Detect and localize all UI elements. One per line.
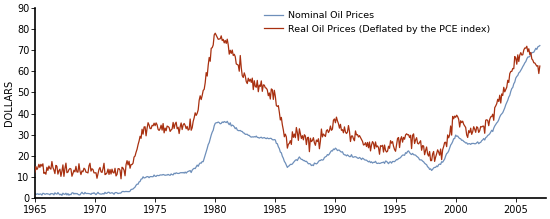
Real Oil Prices (Deflated by the PCE index) (118, 177, 124, 180)
Real Oil Prices (Deflated by the PCE index) (187, 118, 194, 120)
Real Oil Prices (Deflated by the PCE index) (212, 32, 218, 35)
Nominal Oil Prices (109, 192, 116, 195)
Y-axis label: DOLLARS: DOLLARS (4, 80, 14, 126)
Nominal Oil Prices (536, 44, 543, 47)
Nominal Oil Prices (187, 169, 194, 172)
Real Oil Prices (Deflated by the PCE index) (468, 127, 474, 129)
Real Oil Prices (Deflated by the PCE index) (109, 168, 116, 170)
Real Oil Prices (Deflated by the PCE index) (31, 171, 38, 173)
Nominal Oil Prices (59, 194, 65, 197)
Nominal Oil Prices (466, 142, 473, 145)
Nominal Oil Prices (177, 171, 184, 174)
Real Oil Prices (Deflated by the PCE index) (207, 60, 213, 63)
Nominal Oil Prices (165, 173, 172, 176)
Real Oil Prices (Deflated by the PCE index) (165, 125, 172, 128)
Real Oil Prices (Deflated by the PCE index) (536, 65, 543, 67)
Nominal Oil Prices (207, 138, 213, 140)
Line: Real Oil Prices (Deflated by the PCE index): Real Oil Prices (Deflated by the PCE ind… (35, 33, 540, 179)
Real Oil Prices (Deflated by the PCE index) (177, 126, 184, 128)
Nominal Oil Prices (31, 192, 38, 194)
Line: Nominal Oil Prices: Nominal Oil Prices (35, 46, 540, 195)
Legend: Nominal Oil Prices, Real Oil Prices (Deflated by the PCE index): Nominal Oil Prices, Real Oil Prices (Def… (265, 11, 490, 34)
